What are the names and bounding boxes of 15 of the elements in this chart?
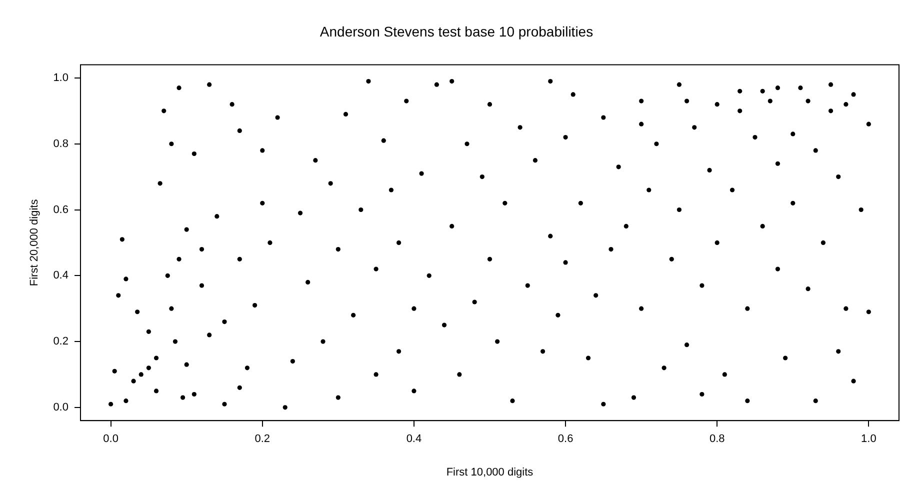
x-tick-label: 0.8 (709, 433, 725, 446)
chart-title: Anderson Stevens test base 10 probabilities (320, 23, 594, 40)
x-tick-label: 0.2 (254, 433, 270, 446)
y-axis-title: First 20,000 digits (28, 198, 41, 286)
y-tick-label: 0.2 (53, 336, 68, 348)
y-tick-label: 1.0 (53, 72, 68, 84)
y-tick-label: 0.6 (53, 204, 68, 216)
x-tick-label: 0.4 (406, 433, 422, 446)
y-tick-label: 0.4 (53, 270, 68, 282)
x-axis-title: First 10,000 digits (446, 466, 534, 478)
x-tick-label: 1.0 (861, 433, 876, 446)
x-tick-label: 0.0 (103, 433, 118, 446)
x-tick-label: 0.6 (558, 433, 574, 446)
y-tick-label: 0.8 (53, 138, 68, 150)
y-tick-label: 0.0 (53, 401, 68, 414)
